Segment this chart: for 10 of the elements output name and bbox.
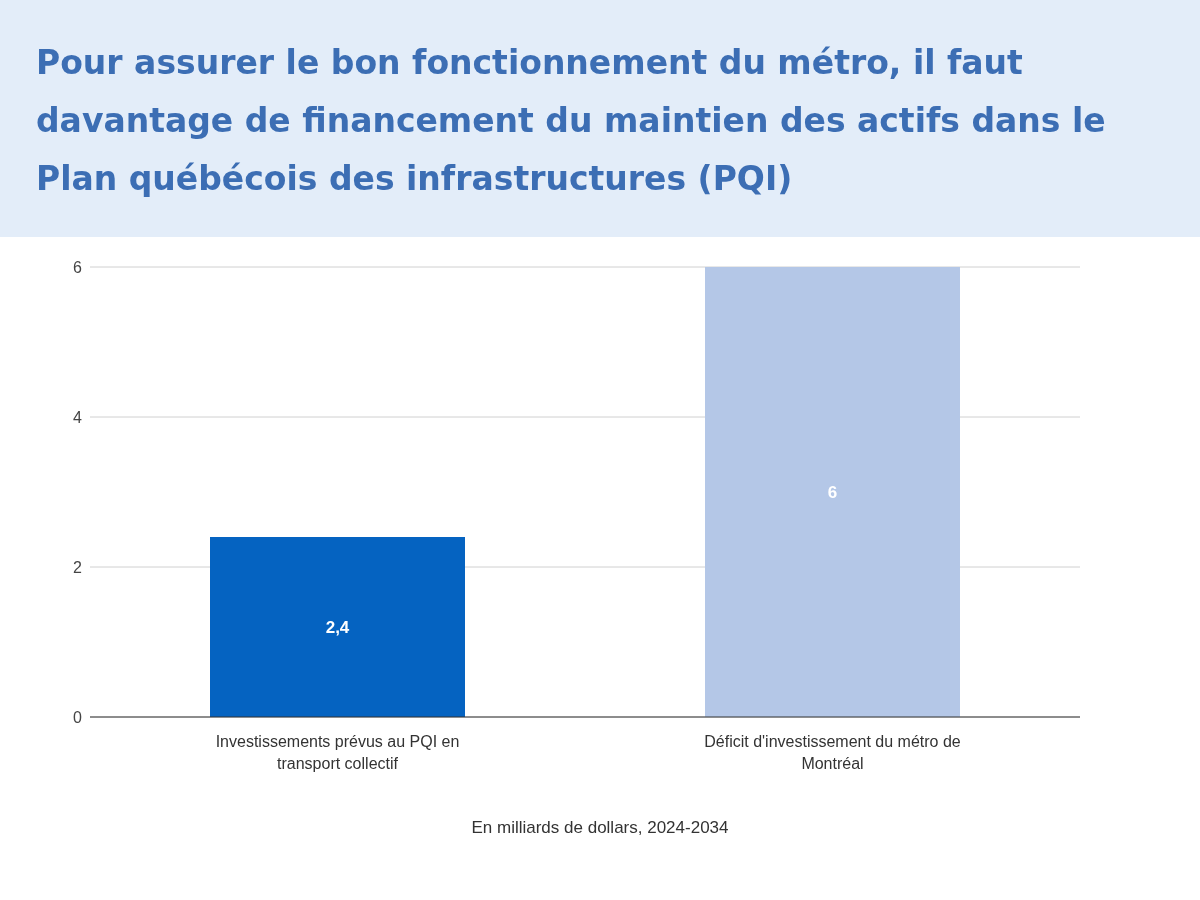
x-tick-label: Investissements prévus au PQI en transport collectif — [215, 733, 460, 772]
data-label: 2,4 — [325, 618, 350, 637]
y-tick-label: 4 — [73, 408, 83, 426]
y-tick-label: 6 — [73, 258, 83, 276]
x-axis-title: En milliards de dollars, 2024-2034 — [470, 818, 730, 838]
data-label: 6 — [827, 483, 838, 502]
x-tick-label: Déficit d'investissement du métro de Montréal — [704, 733, 961, 772]
y-tick-label: 2 — [73, 558, 83, 576]
y-tick-label: 0 — [73, 708, 83, 726]
chart-title: Pour assurer le bon fonctionnement du métro, il faut davantage de financement du maintien des actifs dans le Plan québécois des infrastructures (PQI) — [36, 42, 1107, 200]
